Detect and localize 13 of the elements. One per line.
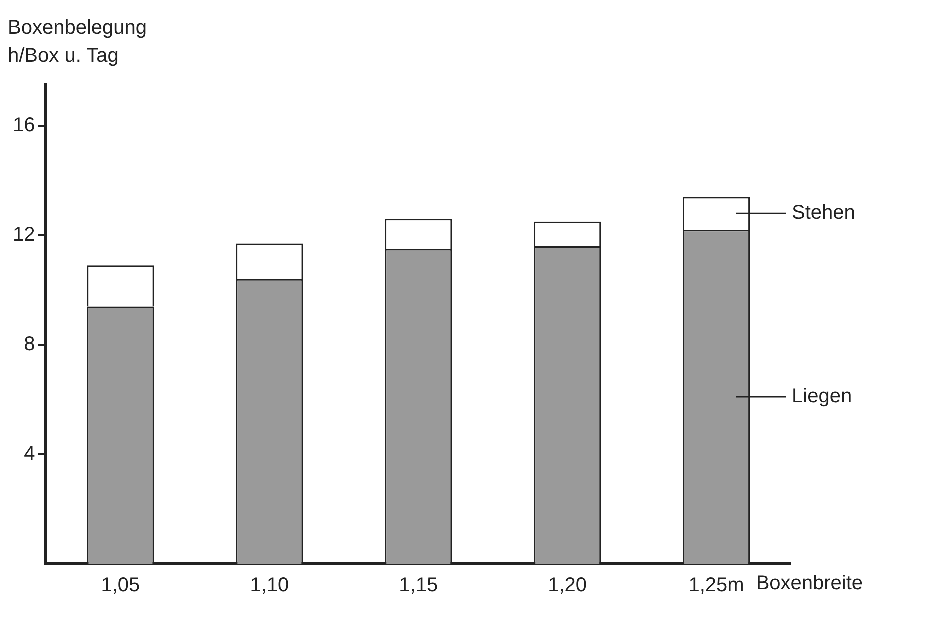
x-tick-label: 1,10 (250, 574, 290, 597)
y-tick-label: 8 (24, 334, 36, 356)
y-tick-label: 16 (12, 114, 36, 137)
y-tick-label: 4 (24, 443, 36, 466)
text: Liegen (792, 386, 852, 408)
x-tick-label: 1,15 (399, 574, 438, 597)
x-tick-label: 1,25m (688, 574, 744, 597)
y-tick-label: 12 (12, 224, 36, 246)
x-axis-title: Boxenbreite (756, 572, 864, 595)
text: Stehen (792, 202, 856, 224)
x-tick-label: 1,20 (548, 574, 588, 597)
x-tick-label: 1,05 (101, 574, 140, 597)
y-axis-title: Boxenbelegung h/Box u. Tag (8, 16, 148, 69)
